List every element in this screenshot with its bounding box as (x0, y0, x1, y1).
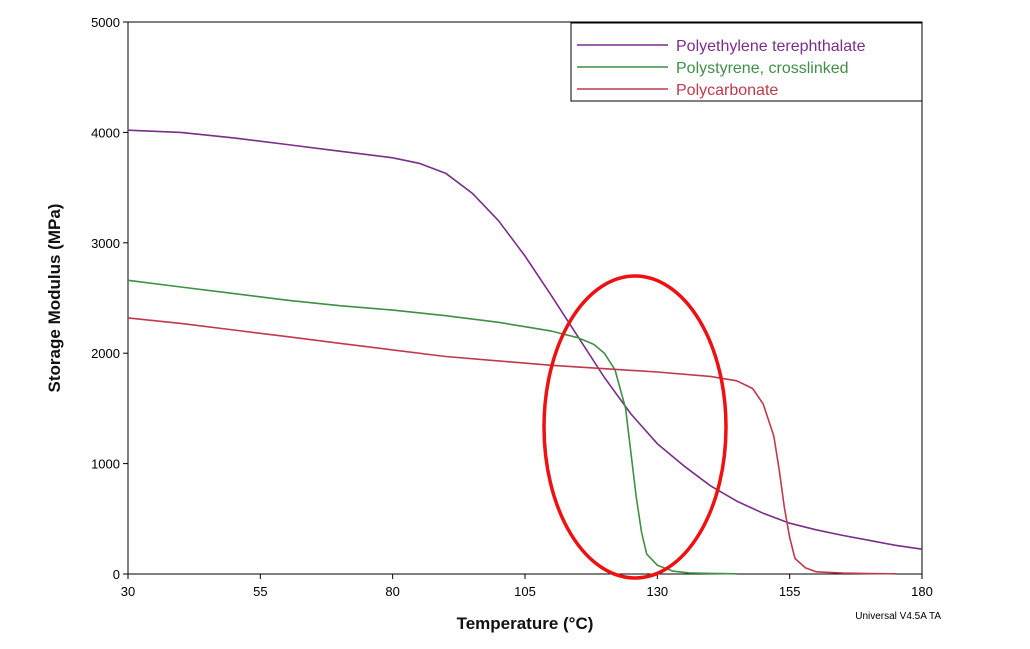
series-line-polycarbonate (127, 317, 896, 575)
x-tick-label: 130 (646, 584, 668, 599)
x-axis-title: Temperature (°C) (457, 614, 594, 633)
x-axis: 30 55 80 105 130 155 180 (121, 574, 933, 599)
highlight-ellipse (542, 274, 728, 580)
x-tick-label: 80 (385, 584, 399, 599)
x-tick-label: 105 (514, 584, 536, 599)
y-tick-label: 1000 (91, 457, 120, 472)
y-axis: 0 1000 2000 3000 4000 5000 (91, 15, 128, 582)
y-tick-label: 0 (113, 567, 120, 582)
legend-label-polyethylene-terephthalate: Polyethylene terephthalate (676, 38, 866, 55)
legend-label-polycarbonate: Polycarbonate (676, 82, 778, 99)
y-axis-title: Storage Modulus (MPa) (45, 204, 64, 393)
x-tick-label: 55 (253, 584, 267, 599)
footer-note: Universal V4.5A TA (855, 611, 941, 622)
y-tick-label: 3000 (91, 236, 120, 251)
y-tick-label: 4000 (91, 125, 120, 140)
legend-label-polystyrene-crosslinked: Polystyrene, crosslinked (676, 60, 849, 77)
x-tick-label: 30 (121, 584, 135, 599)
legend-box (570, 22, 923, 102)
series-line-polystyrene-crosslinked (127, 279, 737, 575)
plot-area (127, 21, 923, 575)
y-tick-label: 2000 (91, 346, 120, 361)
series-layer (127, 129, 923, 575)
y-tick-label: 5000 (91, 15, 120, 30)
x-tick-label: 180 (911, 584, 933, 599)
x-tick-label: 155 (779, 584, 801, 599)
series-line-polyethylene-terephthalate (127, 129, 923, 550)
legend: Polyethylene terephthalate Polystyrene, … (570, 22, 923, 102)
